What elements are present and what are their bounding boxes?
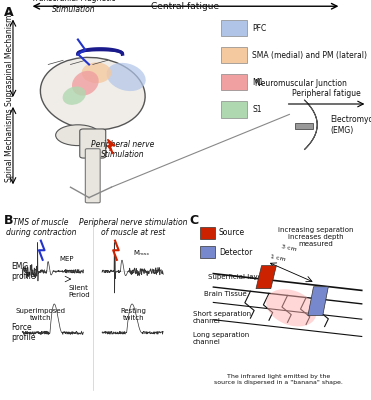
FancyBboxPatch shape	[221, 101, 247, 118]
Text: S1: S1	[252, 105, 262, 114]
Text: Supraspinal Mechanisms: Supraspinal Mechanisms	[5, 10, 14, 106]
Bar	[200, 246, 215, 258]
Text: Short separation
channel: Short separation channel	[193, 311, 251, 324]
Text: Peripheral nerve stimulation
of muscle at rest: Peripheral nerve stimulation of muscle a…	[79, 218, 188, 237]
Text: Superimposed
twitch: Superimposed twitch	[16, 308, 66, 321]
Text: TMS of muscle
during contraction: TMS of muscle during contraction	[6, 218, 76, 237]
Text: M1: M1	[252, 78, 264, 87]
Text: A: A	[4, 6, 13, 19]
Text: Mₘₐₓ: Mₘₐₓ	[134, 250, 150, 256]
Text: The infrared light emitted by the
source is dispersed in a "banana" shape.: The infrared light emitted by the source…	[214, 374, 343, 385]
Text: Central fatigue: Central fatigue	[151, 2, 220, 11]
Ellipse shape	[82, 62, 111, 83]
Text: Neuromuscular Junction: Neuromuscular Junction	[255, 79, 347, 88]
Bar	[295, 123, 313, 129]
Text: increasing separation
increases depth
measured: increasing separation increases depth me…	[278, 227, 353, 247]
Text: Transcranial Magnetic
Stimulation: Transcranial Magnetic Stimulation	[32, 0, 116, 14]
Text: 3 cm: 3 cm	[281, 244, 298, 252]
Ellipse shape	[106, 63, 146, 91]
Polygon shape	[108, 139, 115, 154]
Polygon shape	[304, 100, 317, 150]
Text: C: C	[189, 214, 198, 227]
FancyBboxPatch shape	[221, 47, 247, 64]
Text: MEP: MEP	[59, 256, 74, 262]
Ellipse shape	[40, 57, 145, 130]
Text: Spinal Mechanisms: Spinal Mechanisms	[5, 109, 14, 182]
FancyBboxPatch shape	[85, 149, 100, 203]
Text: Force
profile: Force profile	[11, 323, 36, 342]
Ellipse shape	[266, 289, 316, 326]
Text: Superficial layer: Superficial layer	[208, 274, 265, 280]
Text: Resting
twitch: Resting twitch	[121, 308, 147, 321]
Ellipse shape	[56, 125, 100, 146]
Text: Detector: Detector	[219, 248, 252, 257]
FancyBboxPatch shape	[80, 129, 106, 158]
Text: EMG
profile: EMG profile	[11, 262, 36, 281]
Polygon shape	[256, 266, 276, 289]
FancyBboxPatch shape	[221, 20, 247, 36]
Text: Brain Tissue: Brain Tissue	[204, 291, 247, 298]
Text: Peripheral nerve
Stimulation: Peripheral nerve Stimulation	[91, 140, 154, 160]
Text: 1 cm: 1 cm	[270, 254, 286, 262]
Bar	[200, 227, 215, 239]
Ellipse shape	[63, 86, 86, 105]
Text: PFC: PFC	[252, 24, 266, 32]
Polygon shape	[308, 287, 328, 316]
Text: Source: Source	[219, 228, 245, 238]
Text: Silent
Period: Silent Period	[69, 285, 90, 298]
Text: SMA (medial) and PM (lateral): SMA (medial) and PM (lateral)	[252, 51, 367, 60]
FancyBboxPatch shape	[221, 74, 247, 90]
Text: Peripheral fatigue: Peripheral fatigue	[292, 89, 361, 98]
Text: B: B	[4, 214, 13, 227]
Text: Electromyography
(EMG): Electromyography (EMG)	[330, 115, 371, 134]
Ellipse shape	[72, 71, 99, 96]
Text: Long separation
channel: Long separation channel	[193, 332, 249, 345]
